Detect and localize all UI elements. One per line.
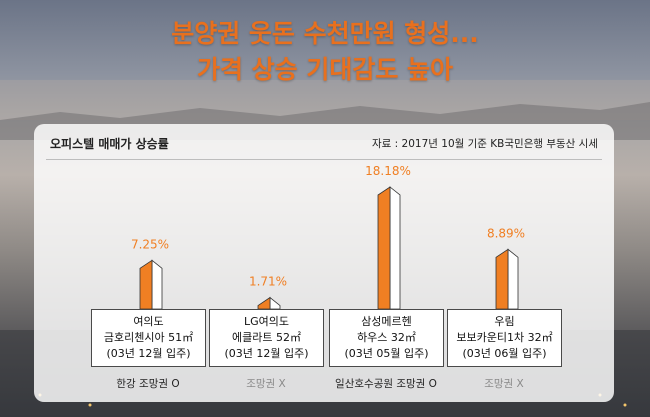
headline-line-1: 분양권 웃돈 수천만원 형성...	[171, 19, 479, 48]
category-line3: (03년 12월 입주)	[224, 347, 309, 360]
bar-side-4	[507, 248, 519, 310]
bar-1	[139, 259, 163, 310]
category-line3: (03년 05월 입주)	[344, 347, 429, 360]
bar-side-3	[389, 186, 401, 310]
category-line3: (03년 12월 입주)	[106, 347, 191, 360]
bar-3	[377, 186, 401, 310]
bar-side-1	[151, 259, 163, 310]
category-line2: 하우스 32㎡	[357, 331, 416, 344]
bar-front-4	[495, 248, 509, 310]
category-line3: (03년 06월 입주)	[462, 347, 547, 360]
view-label-2: 조망권 X	[246, 378, 286, 390]
bar-front-1	[139, 259, 153, 310]
view-label-4: 조망권 X	[484, 378, 524, 390]
category-line2: 에클라트 52㎡	[232, 331, 301, 344]
headline: 분양권 웃돈 수천만원 형성... 가격 상승 기대감도 높아	[0, 16, 650, 88]
category-line1: 여의도	[133, 315, 164, 328]
bar-side-2	[269, 296, 281, 310]
value-label-2: 1.71%	[249, 275, 287, 289]
category-line2: 금호리첸시아 51㎡	[103, 331, 194, 344]
bar-4	[495, 248, 519, 310]
category-line1: 우림	[494, 315, 515, 328]
chart-source: 자료 : 2017년 10월 기준 KB국민은행 부동산 시세	[372, 138, 598, 150]
bar-front-2	[257, 296, 271, 310]
category-line1: 삼성메르헨	[361, 315, 412, 328]
bar-2	[257, 296, 281, 310]
view-label-3: 일산호수공원 조망권 O	[335, 378, 437, 390]
value-label-1: 7.25%	[131, 237, 169, 251]
chart-title: 오피스텔 매매가 상승률	[50, 137, 169, 151]
category-line2: 보보카운티1차 32㎡	[456, 331, 553, 344]
bar-front-3	[377, 186, 391, 310]
headline-line-2: 가격 상승 기대감도 높아	[196, 55, 454, 84]
panel-divider	[46, 159, 602, 160]
view-label-1: 한강 조망권 O	[116, 378, 180, 390]
value-label-3: 18.18%	[365, 164, 411, 178]
category-line1: LG여의도	[243, 315, 289, 328]
value-label-4: 8.89%	[487, 226, 525, 240]
